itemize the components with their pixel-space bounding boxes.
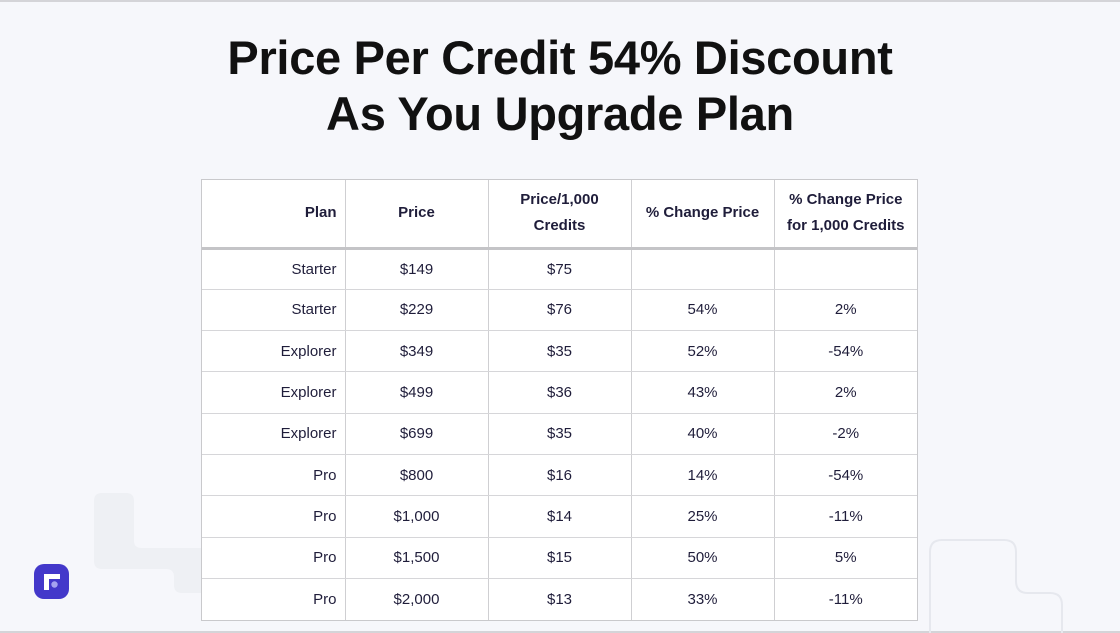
header-plan: Plan (202, 180, 346, 250)
cell-pct-change-1000: 2% (774, 371, 917, 414)
table-row: Explorer $349 $35 52% -54% (202, 330, 917, 373)
cell-price: $699 (345, 413, 489, 455)
cell-price: $149 (345, 248, 489, 290)
cell-plan: Starter (202, 248, 346, 290)
title-line-1: Price Per Credit 54% Discount (227, 31, 893, 84)
cell-pct-change-price: 14% (631, 454, 775, 497)
cell-plan: Starter (202, 289, 346, 332)
cell-price: $229 (345, 289, 489, 332)
header-pct-change-1000: % Change Price for 1,000 Credits (774, 180, 917, 250)
cell-price-per-1000: $75 (488, 248, 632, 290)
page-title: Price Per Credit 54% Discount As You Upg… (0, 30, 1120, 142)
cell-price-per-1000: $35 (488, 413, 632, 455)
cell-price-per-1000: $76 (488, 289, 632, 332)
cell-pct-change-price: 25% (631, 495, 775, 538)
cell-pct-change-price (631, 248, 775, 290)
cell-pct-change-1000: -2% (774, 413, 917, 455)
cell-pct-change-price: 52% (631, 330, 775, 373)
cell-pct-change-1000: 2% (774, 289, 917, 332)
cell-pct-change-price: 40% (631, 413, 775, 455)
cell-pct-change-1000: -11% (828, 590, 863, 608)
cell-pct-change-1000: -11% (774, 495, 917, 538)
cell-pct-change-price: 50% (631, 537, 775, 579)
cell-price-per-1000: $35 (488, 330, 632, 373)
table-row: Pro $1,000 $14 25% -11% (202, 495, 917, 538)
title-line-2: As You Upgrade Plan (326, 87, 794, 140)
cell-plan: Pro (202, 578, 346, 620)
cell-pct-change-1000 (774, 248, 917, 290)
header-pct-change-price: % Change Price (631, 180, 775, 250)
logo-glyph-icon (43, 573, 60, 590)
table-row: Explorer $499 $36 43% 2% (202, 371, 917, 414)
cell-plan: Pro (202, 495, 346, 538)
table-row: Pro $2,000 $13 33% -11% (202, 578, 917, 620)
cell-plan: Explorer (202, 413, 346, 455)
header-pct-change-1000-line-2: for 1,000 Credits (786, 217, 905, 235)
table-row: Starter $149 $75 (202, 248, 917, 290)
header-price-per-1000-line-1: Price/1,000 (520, 191, 599, 209)
cell-price: $2,000 (345, 578, 489, 620)
cell-price: $800 (345, 454, 489, 497)
table-row: Explorer $699 $35 40% -2% (202, 413, 917, 455)
cell-plan: Explorer (202, 330, 346, 373)
header-price-per-1000: Price/1,000 Credits (488, 180, 632, 250)
cell-plan: Pro (202, 537, 346, 579)
decorative-shape-left-icon (94, 493, 214, 593)
cell-price: $499 (345, 371, 489, 414)
cell-price-per-1000: $15 (488, 537, 632, 579)
cell-pct-change-price: 33% (631, 578, 775, 620)
cell-pct-change-1000: -54% (774, 454, 917, 497)
cell-plan: Pro (202, 454, 346, 497)
table-header-row: Plan Price Price/1,000 Credits % Change … (202, 180, 917, 250)
header-price-per-1000-line-2: Credits (533, 217, 586, 235)
cell-pct-change-1000: -54% (774, 330, 917, 373)
decorative-outline-shape-right-icon (929, 539, 1063, 633)
cell-price: $349 (345, 330, 489, 373)
table-row: Pro $800 $16 14% -54% (202, 454, 917, 497)
cell-pct-change-price: 54% (631, 289, 775, 332)
table-row: Pro $1,500 $15 50% 5% (202, 537, 917, 579)
brand-logo-icon (34, 564, 69, 599)
pricing-table: Plan Price Price/1,000 Credits % Change … (201, 179, 918, 621)
cell-price-per-1000: $14 (488, 495, 632, 538)
cell-plan: Explorer (202, 371, 346, 414)
cell-price: $1,000 (345, 495, 489, 538)
header-price: Price (345, 180, 489, 250)
cell-price: $1,500 (345, 537, 489, 579)
header-pct-change-1000-line-1: % Change Price (789, 191, 903, 209)
cell-price-per-1000: $13 (488, 578, 632, 620)
table-row: Starter $229 $76 54% 2% (202, 289, 917, 332)
cell-price-per-1000: $36 (488, 371, 632, 414)
cell-pct-change-1000: 5% (774, 537, 917, 579)
cell-pct-change-price: 43% (631, 371, 775, 414)
cell-price-per-1000: $16 (488, 454, 632, 497)
